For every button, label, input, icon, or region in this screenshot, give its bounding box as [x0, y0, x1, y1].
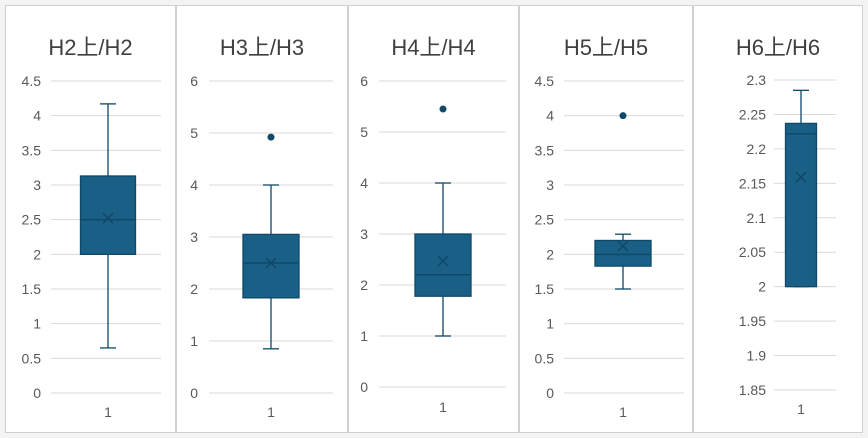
- y-tick-label: 2: [546, 246, 554, 262]
- y-tick-label: 1.9: [747, 348, 767, 364]
- y-tick-label: 4: [33, 108, 41, 124]
- y-tick-label: 5: [190, 125, 198, 141]
- y-tick-label: 0: [546, 385, 554, 401]
- x-category-label: 1: [439, 399, 447, 415]
- y-tick-label: 2: [190, 281, 198, 297]
- boxplot-svg: 0 0.5 1 1.5 2 2.5 3 3.5 4 4.5 1: [22, 73, 161, 420]
- mean-marker: [437, 255, 449, 267]
- outlier-point: [439, 105, 447, 113]
- y-tick-label: 4.5: [22, 73, 42, 89]
- chart-panel-3: H4上/H4 0 1 2 3 4 5 6 1: [348, 5, 519, 433]
- y-tick-label: 2: [758, 279, 766, 295]
- box-iqr: [79, 175, 137, 255]
- y-tick-label: 3: [33, 177, 41, 193]
- x-category-label: 1: [104, 404, 112, 420]
- y-tick-label: 3: [190, 229, 198, 245]
- y-tick-label: 0.5: [535, 350, 555, 366]
- x-category-label: 1: [797, 401, 805, 417]
- chart-panel-1: H2上/H2 0 0.5 1 1.5 2 2.5 3 3.5 4 4.5 1: [5, 5, 176, 433]
- y-tick-label: 1: [190, 333, 198, 349]
- chart-title: H3上/H3: [219, 35, 305, 60]
- chart-panel-5: H6上/H6 1.85 1.9 1.95 2 2.05 2.1 2.15 2.2 2.25 2.3 1: [693, 5, 863, 433]
- y-tick-label: 0.5: [22, 350, 42, 366]
- y-tick-label: 1.5: [22, 281, 42, 297]
- boxplot-svg: 1.85 1.9 1.95 2 2.05 2.1 2.15 2.2 2.25 2.3 1: [739, 72, 836, 417]
- y-tick-label: 2.5: [535, 212, 555, 228]
- x-category-label: 1: [619, 404, 627, 420]
- y-tick-label: 4: [190, 177, 198, 193]
- box-iqr: [242, 233, 300, 299]
- y-tick-label: 4.5: [535, 73, 555, 89]
- y-tick-label: 2.05: [739, 244, 766, 260]
- y-tick-label: 2.5: [22, 212, 42, 228]
- outlier-point: [267, 133, 275, 141]
- y-tick-label: 2.3: [747, 72, 767, 88]
- y-tick-label: 0: [33, 385, 41, 401]
- y-tick-label: 4: [546, 108, 554, 124]
- y-tick-label: 1: [360, 328, 368, 344]
- y-tick-label: 2.25: [739, 106, 766, 122]
- mean-marker: [265, 257, 277, 269]
- y-tick-label: 4: [360, 175, 368, 191]
- y-tick-label: 2.2: [747, 141, 767, 157]
- box-iqr: [784, 122, 818, 288]
- y-tick-label: 1: [33, 316, 41, 332]
- chart-title: H2上/H2: [48, 35, 133, 60]
- box-iqr: [414, 233, 472, 297]
- y-tick-label: 6: [360, 73, 368, 89]
- mean-marker: [617, 240, 629, 252]
- y-tick-label: 2.1: [747, 210, 767, 226]
- boxplot-svg: 0 1 2 3 4 5 6 1: [360, 73, 506, 415]
- chart-panel-4: H5上/H5 0 0.5 1 1.5 2 2.5 3 3.5 4 4.5 1: [519, 5, 693, 433]
- y-tick-label: 0: [360, 379, 368, 395]
- y-tick-label: 3: [360, 226, 368, 242]
- chart-panel-2: H3上/H3 0 1 2 3 4 5 6 1: [176, 5, 348, 433]
- y-tick-label: 2.15: [739, 175, 766, 191]
- y-tick-label: 2: [360, 277, 368, 293]
- chart-title: H6上/H6: [735, 35, 821, 60]
- x-category-label: 1: [267, 404, 275, 420]
- box-iqr: [594, 239, 652, 267]
- y-tick-label: 2: [33, 246, 41, 262]
- y-tick-label: 1.95: [739, 313, 766, 329]
- mean-marker: [102, 212, 114, 224]
- y-tick-label: 6: [190, 73, 198, 89]
- y-tick-label: 1.5: [535, 281, 555, 297]
- y-tick-label: 1: [546, 316, 554, 332]
- y-tick-label: 1.85: [739, 382, 766, 398]
- mean-marker: [795, 171, 807, 183]
- y-tick-label: 3.5: [535, 142, 555, 158]
- chart-title: H4上/H4: [391, 35, 476, 60]
- chart-title: H5上/H5: [563, 35, 649, 60]
- outlier-point: [619, 112, 627, 120]
- y-tick-label: 0: [190, 385, 198, 401]
- y-tick-label: 3.5: [22, 142, 42, 158]
- y-tick-label: 3: [546, 177, 554, 193]
- boxplot-svg: 0 0.5 1 1.5 2 2.5 3 3.5 4 4.5 1: [535, 73, 684, 420]
- boxplot-svg: 0 1 2 3 4 5 6 1: [190, 73, 333, 420]
- y-tick-label: 5: [360, 124, 368, 140]
